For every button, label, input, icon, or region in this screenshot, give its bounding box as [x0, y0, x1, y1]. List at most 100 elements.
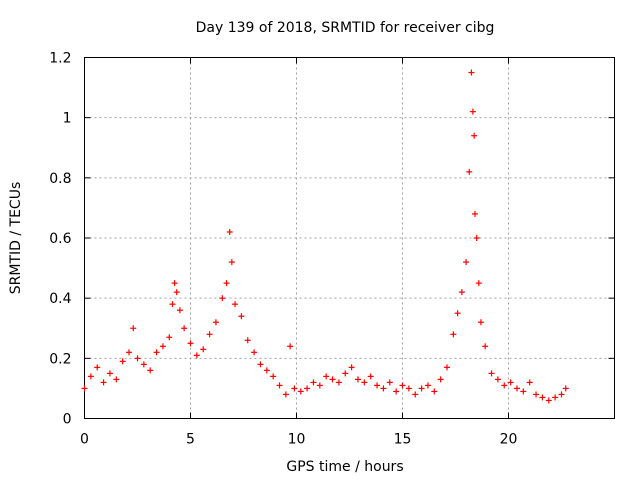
data-point — [173, 289, 180, 296]
data-point — [206, 331, 213, 338]
data-point — [323, 373, 330, 380]
data-point — [159, 343, 166, 350]
data-point — [238, 313, 245, 320]
data-point — [140, 361, 147, 368]
y-tick-label: 0 — [63, 412, 72, 428]
data-point — [113, 376, 120, 383]
data-point — [200, 346, 207, 353]
data-point — [297, 388, 304, 395]
data-point — [212, 319, 219, 326]
data-point — [171, 280, 178, 287]
data-point — [226, 228, 233, 235]
data-point — [342, 370, 349, 377]
x-tick-label: 10 — [288, 432, 306, 448]
data-point — [329, 376, 336, 383]
data-point — [316, 382, 323, 389]
data-point — [507, 379, 514, 386]
grid-lines — [84, 57, 615, 419]
data-point — [533, 391, 540, 398]
data-point — [501, 382, 508, 389]
data-point — [454, 310, 461, 317]
data-point — [153, 349, 160, 356]
data-point — [348, 364, 355, 371]
data-point — [232, 301, 239, 308]
y-tick-label: 0.2 — [49, 351, 71, 367]
data-point — [106, 370, 113, 377]
data-point — [276, 382, 283, 389]
data-point — [219, 295, 226, 302]
y-axis-label: SRMTID / TECUs — [8, 182, 24, 295]
data-point — [244, 337, 251, 344]
data-point — [176, 307, 183, 314]
data-point — [418, 385, 425, 392]
data-point — [374, 382, 381, 389]
data-point — [513, 385, 520, 392]
data-point — [130, 325, 137, 332]
y-tick-label: 0.4 — [49, 291, 71, 307]
data-point — [450, 331, 457, 338]
data-point — [119, 358, 126, 365]
data-point — [134, 355, 141, 362]
data-point — [94, 364, 101, 371]
data-point — [367, 373, 374, 380]
data-point — [291, 385, 298, 392]
data-point — [361, 379, 368, 386]
y-tick-label: 1 — [63, 111, 72, 127]
data-point — [100, 379, 107, 386]
data-point — [193, 352, 200, 359]
data-point — [405, 385, 412, 392]
x-axis-label: GPS time / hours — [286, 459, 403, 475]
data-point — [263, 367, 270, 374]
x-tick-label: 5 — [186, 432, 195, 448]
data-point — [545, 397, 552, 404]
data-point — [187, 340, 194, 347]
data-point — [223, 280, 230, 287]
x-tick-label: 20 — [500, 432, 518, 448]
data-point — [147, 367, 154, 374]
data-point — [169, 301, 176, 308]
data-point — [412, 391, 419, 398]
data-point — [552, 394, 559, 401]
data-point — [251, 349, 258, 356]
x-tick-label: 0 — [80, 432, 89, 448]
data-points — [81, 69, 569, 404]
axis-ticks — [84, 57, 615, 419]
x-tick-labels: 0 5 10 15 20 — [80, 432, 517, 448]
data-point — [558, 391, 565, 398]
data-point — [166, 334, 173, 341]
data-point — [488, 370, 495, 377]
data-point — [472, 210, 479, 217]
data-point — [494, 376, 501, 383]
data-point — [475, 280, 482, 287]
data-point — [257, 361, 264, 368]
data-point — [181, 325, 188, 332]
y-tick-label: 0.6 — [49, 231, 71, 247]
data-point — [304, 385, 311, 392]
data-point — [471, 132, 478, 139]
x-tick-label: 15 — [394, 432, 412, 448]
data-point — [482, 343, 489, 350]
data-point — [380, 385, 387, 392]
data-point — [437, 376, 444, 383]
data-point — [81, 385, 88, 392]
data-point — [335, 379, 342, 386]
data-point — [444, 364, 451, 371]
data-point — [431, 388, 438, 395]
data-point — [270, 373, 277, 380]
data-point — [458, 289, 465, 296]
data-point — [354, 376, 361, 383]
chart-title: Day 139 of 2018, SRMTID for receiver cib… — [196, 20, 495, 36]
data-point — [228, 259, 235, 266]
data-point — [126, 349, 133, 356]
data-point — [393, 388, 400, 395]
data-point — [473, 235, 480, 241]
data-point — [399, 382, 406, 389]
y-tick-labels: 0 0.2 0.4 0.6 0.8 1 1.2 — [49, 51, 71, 428]
data-point — [310, 379, 317, 386]
data-point — [424, 382, 431, 389]
data-point — [463, 259, 470, 266]
data-point — [386, 379, 393, 386]
data-point — [466, 168, 473, 175]
